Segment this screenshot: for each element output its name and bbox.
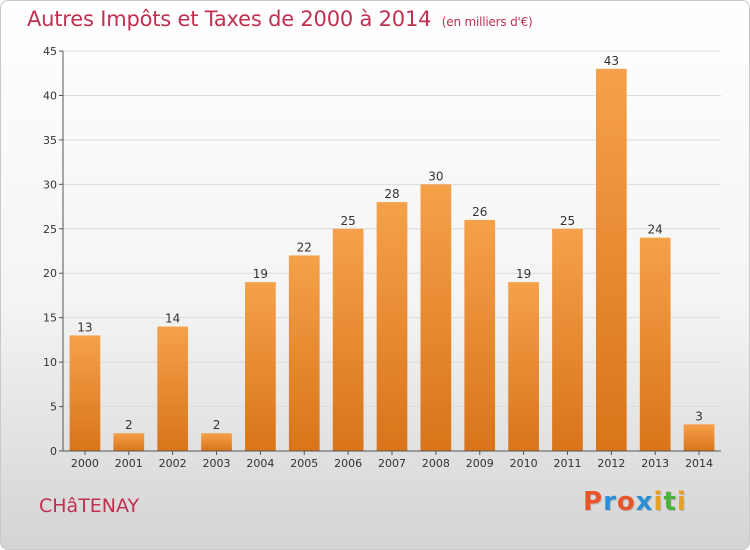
y-tick-label: 25 xyxy=(43,223,57,236)
y-tick-label: 15 xyxy=(43,312,57,325)
bar-value-label: 25 xyxy=(340,214,355,228)
bar-value-label: 14 xyxy=(165,312,180,326)
y-tick-label: 35 xyxy=(43,134,57,147)
bar xyxy=(683,424,715,451)
x-tick-label: 2009 xyxy=(466,457,494,470)
chart-title: Autres Impôts et Taxes de 2000 à 2014 (e… xyxy=(27,7,533,31)
x-tick-label: 2002 xyxy=(159,457,187,470)
logo-letter: P xyxy=(583,487,604,517)
bar-value-label: 22 xyxy=(297,240,312,254)
bar xyxy=(157,326,189,451)
bar-value-label: 19 xyxy=(253,267,268,281)
bar-value-label: 25 xyxy=(560,214,575,228)
logo-letter: i xyxy=(653,487,664,517)
logo-letter: i xyxy=(676,487,687,517)
bar xyxy=(288,255,320,451)
y-tick-label: 10 xyxy=(43,356,57,369)
y-tick-label: 45 xyxy=(43,45,57,58)
x-tick-label: 2010 xyxy=(510,457,538,470)
logo-letter: x xyxy=(635,487,654,517)
x-tick-label: 2008 xyxy=(422,457,450,470)
bar xyxy=(113,433,145,451)
bar-value-label: 2 xyxy=(213,418,221,432)
x-tick-label: 2014 xyxy=(685,457,713,470)
bar-value-label: 26 xyxy=(472,205,487,219)
chart-subtitle: (en milliers d'€) xyxy=(441,15,533,29)
x-tick-label: 2006 xyxy=(334,457,362,470)
bar xyxy=(595,68,627,452)
bar xyxy=(420,184,452,452)
y-tick-label: 0 xyxy=(50,445,57,458)
logo-letter: t xyxy=(663,487,677,517)
y-tick-label: 30 xyxy=(43,178,57,191)
y-tick-label: 20 xyxy=(43,267,57,280)
bar xyxy=(464,219,496,451)
chart-title-text: Autres Impôts et Taxes de 2000 à 2014 xyxy=(27,7,432,31)
bar xyxy=(201,433,232,451)
bar xyxy=(69,335,101,451)
bar xyxy=(639,237,671,451)
bar xyxy=(245,282,276,451)
y-tick-label: 5 xyxy=(50,401,57,414)
x-tick-label: 2004 xyxy=(246,457,274,470)
logo-letter: r xyxy=(603,487,617,517)
y-tick-label: 40 xyxy=(43,89,57,102)
bar xyxy=(376,202,408,451)
bar-value-label: 43 xyxy=(604,54,619,68)
x-tick-label: 2013 xyxy=(641,457,669,470)
bars: 13 2 14 2 19 22 25 28 30 26 19 25 43 24 3 xyxy=(69,54,715,452)
bar-value-label: 3 xyxy=(695,409,703,423)
x-tick-label: 2007 xyxy=(378,457,406,470)
bar xyxy=(332,228,364,451)
bar-value-label: 24 xyxy=(648,223,663,237)
logo-letter: o xyxy=(616,487,636,517)
bar-value-label: 28 xyxy=(384,187,399,201)
proxiti-logo: Proxiti xyxy=(583,487,687,517)
bar-value-label: 30 xyxy=(428,169,443,183)
x-tick-label: 2012 xyxy=(597,457,625,470)
bar-value-label: 13 xyxy=(77,320,92,334)
axes: 0 5 10 15 20 25 30 35 40 45 2000 2001 2002 2003 2004 20… xyxy=(43,45,721,470)
x-tick-label: 2011 xyxy=(553,457,581,470)
bar xyxy=(508,282,539,451)
x-tick-label: 2001 xyxy=(115,457,143,470)
x-tick-label: 2003 xyxy=(203,457,231,470)
x-tick-label: 2005 xyxy=(290,457,318,470)
x-tick-label: 2000 xyxy=(71,457,99,470)
bar-value-label: 2 xyxy=(125,418,133,432)
place-name: CHâTENAY xyxy=(39,495,140,517)
bar xyxy=(552,228,583,451)
bar-value-label: 19 xyxy=(516,267,531,281)
